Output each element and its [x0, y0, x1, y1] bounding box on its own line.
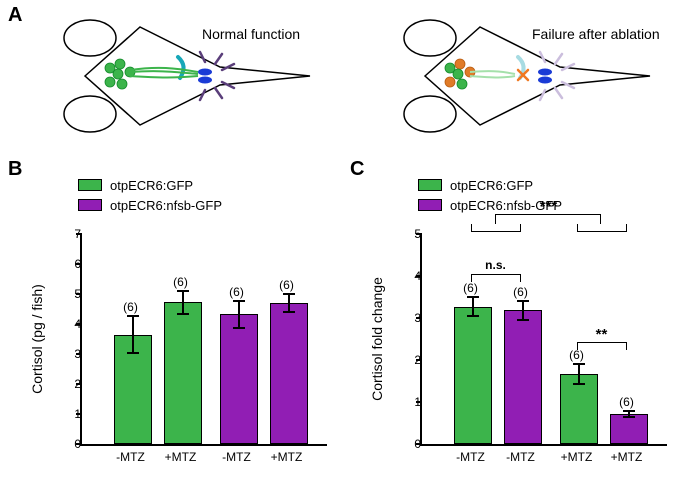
- panel-a-label: A: [8, 4, 22, 27]
- chart-b-legend: otpECR6:GFP otpECR6:nfsb-GFP: [78, 176, 222, 216]
- diagram-normal-caption: Normal function: [202, 26, 300, 42]
- x-tick-label: -MTZ: [506, 450, 535, 464]
- ytick-label: 7: [51, 227, 81, 241]
- legend-row: otpECR6:nfsb-GFP: [78, 196, 222, 214]
- chart-b-ylabel: Cortisol (pg / fish): [28, 234, 46, 444]
- bar: [164, 302, 202, 444]
- x-tick-label: -MTZ: [222, 450, 251, 464]
- ytick-label: 3: [51, 347, 81, 361]
- x-tick-label: -MTZ: [116, 450, 145, 464]
- legend-label-2: otpECR6:nfsb-GFP: [110, 198, 222, 213]
- significance-ns: n.s.: [485, 258, 506, 272]
- legend-swatch-purple: [418, 199, 442, 211]
- ytick-label: 2: [391, 353, 421, 367]
- legend-swatch-purple: [78, 199, 102, 211]
- legend-swatch-green: [418, 179, 442, 191]
- x-tick-label: +MTZ: [561, 450, 593, 464]
- significance-overall: ***: [540, 198, 558, 215]
- chart-c-plot-area: [420, 234, 667, 446]
- n-label: (6): [463, 281, 478, 295]
- x-tick-label: -MTZ: [456, 450, 485, 464]
- ytick-label: 0: [51, 437, 81, 451]
- ytick-label: 5: [51, 287, 81, 301]
- chart-b: otpECR6:GFP otpECR6:nfsb-GFP Cortisol (p…: [30, 174, 336, 484]
- n-label: (6): [569, 348, 584, 362]
- ytick-label: 3: [391, 311, 421, 325]
- x-tick-label: +MTZ: [165, 450, 197, 464]
- panel-c-label: C: [350, 158, 364, 181]
- n-label: (6): [229, 285, 244, 299]
- bar: [270, 303, 308, 444]
- bar: [220, 314, 258, 444]
- ytick-label: 1: [391, 395, 421, 409]
- diagram-ablation: Failure after ablation: [370, 12, 680, 140]
- ytick-label: 6: [51, 257, 81, 271]
- panel-b-label: B: [8, 158, 22, 181]
- bar: [454, 307, 492, 444]
- x-tick-label: +MTZ: [611, 450, 643, 464]
- chart-c-ylabel: Cortisol fold change: [368, 234, 386, 444]
- legend-row: otpECR6:GFP: [418, 176, 562, 194]
- n-label: (6): [619, 395, 634, 409]
- ytick-label: 0: [391, 437, 421, 451]
- legend-label-1: otpECR6:GFP: [450, 178, 533, 193]
- ytick-label: 4: [51, 317, 81, 331]
- ytick-label: 4: [391, 269, 421, 283]
- x-tick-label: +MTZ: [271, 450, 303, 464]
- ytick-label: 5: [391, 227, 421, 241]
- legend-swatch-green: [78, 179, 102, 191]
- legend-label-1: otpECR6:GFP: [110, 178, 193, 193]
- n-label: (6): [513, 285, 528, 299]
- n-label: (6): [279, 278, 294, 292]
- diagram-ablation-caption: Failure after ablation: [532, 26, 660, 42]
- figure-root: A B C: [0, 0, 685, 501]
- diagram-normal: Normal function: [30, 12, 340, 140]
- bar: [504, 310, 542, 444]
- ytick-label: 2: [51, 377, 81, 391]
- chart-c: otpECR6:GFP otpECR6:nfsb-GFP Cortisol fo…: [370, 174, 676, 484]
- chart-b-plot-area: [80, 234, 327, 446]
- n-label: (6): [123, 300, 138, 314]
- n-label: (6): [173, 275, 188, 289]
- ytick-label: 1: [51, 407, 81, 421]
- significance-star: **: [596, 326, 608, 343]
- bar: [610, 414, 648, 444]
- legend-row: otpECR6:GFP: [78, 176, 222, 194]
